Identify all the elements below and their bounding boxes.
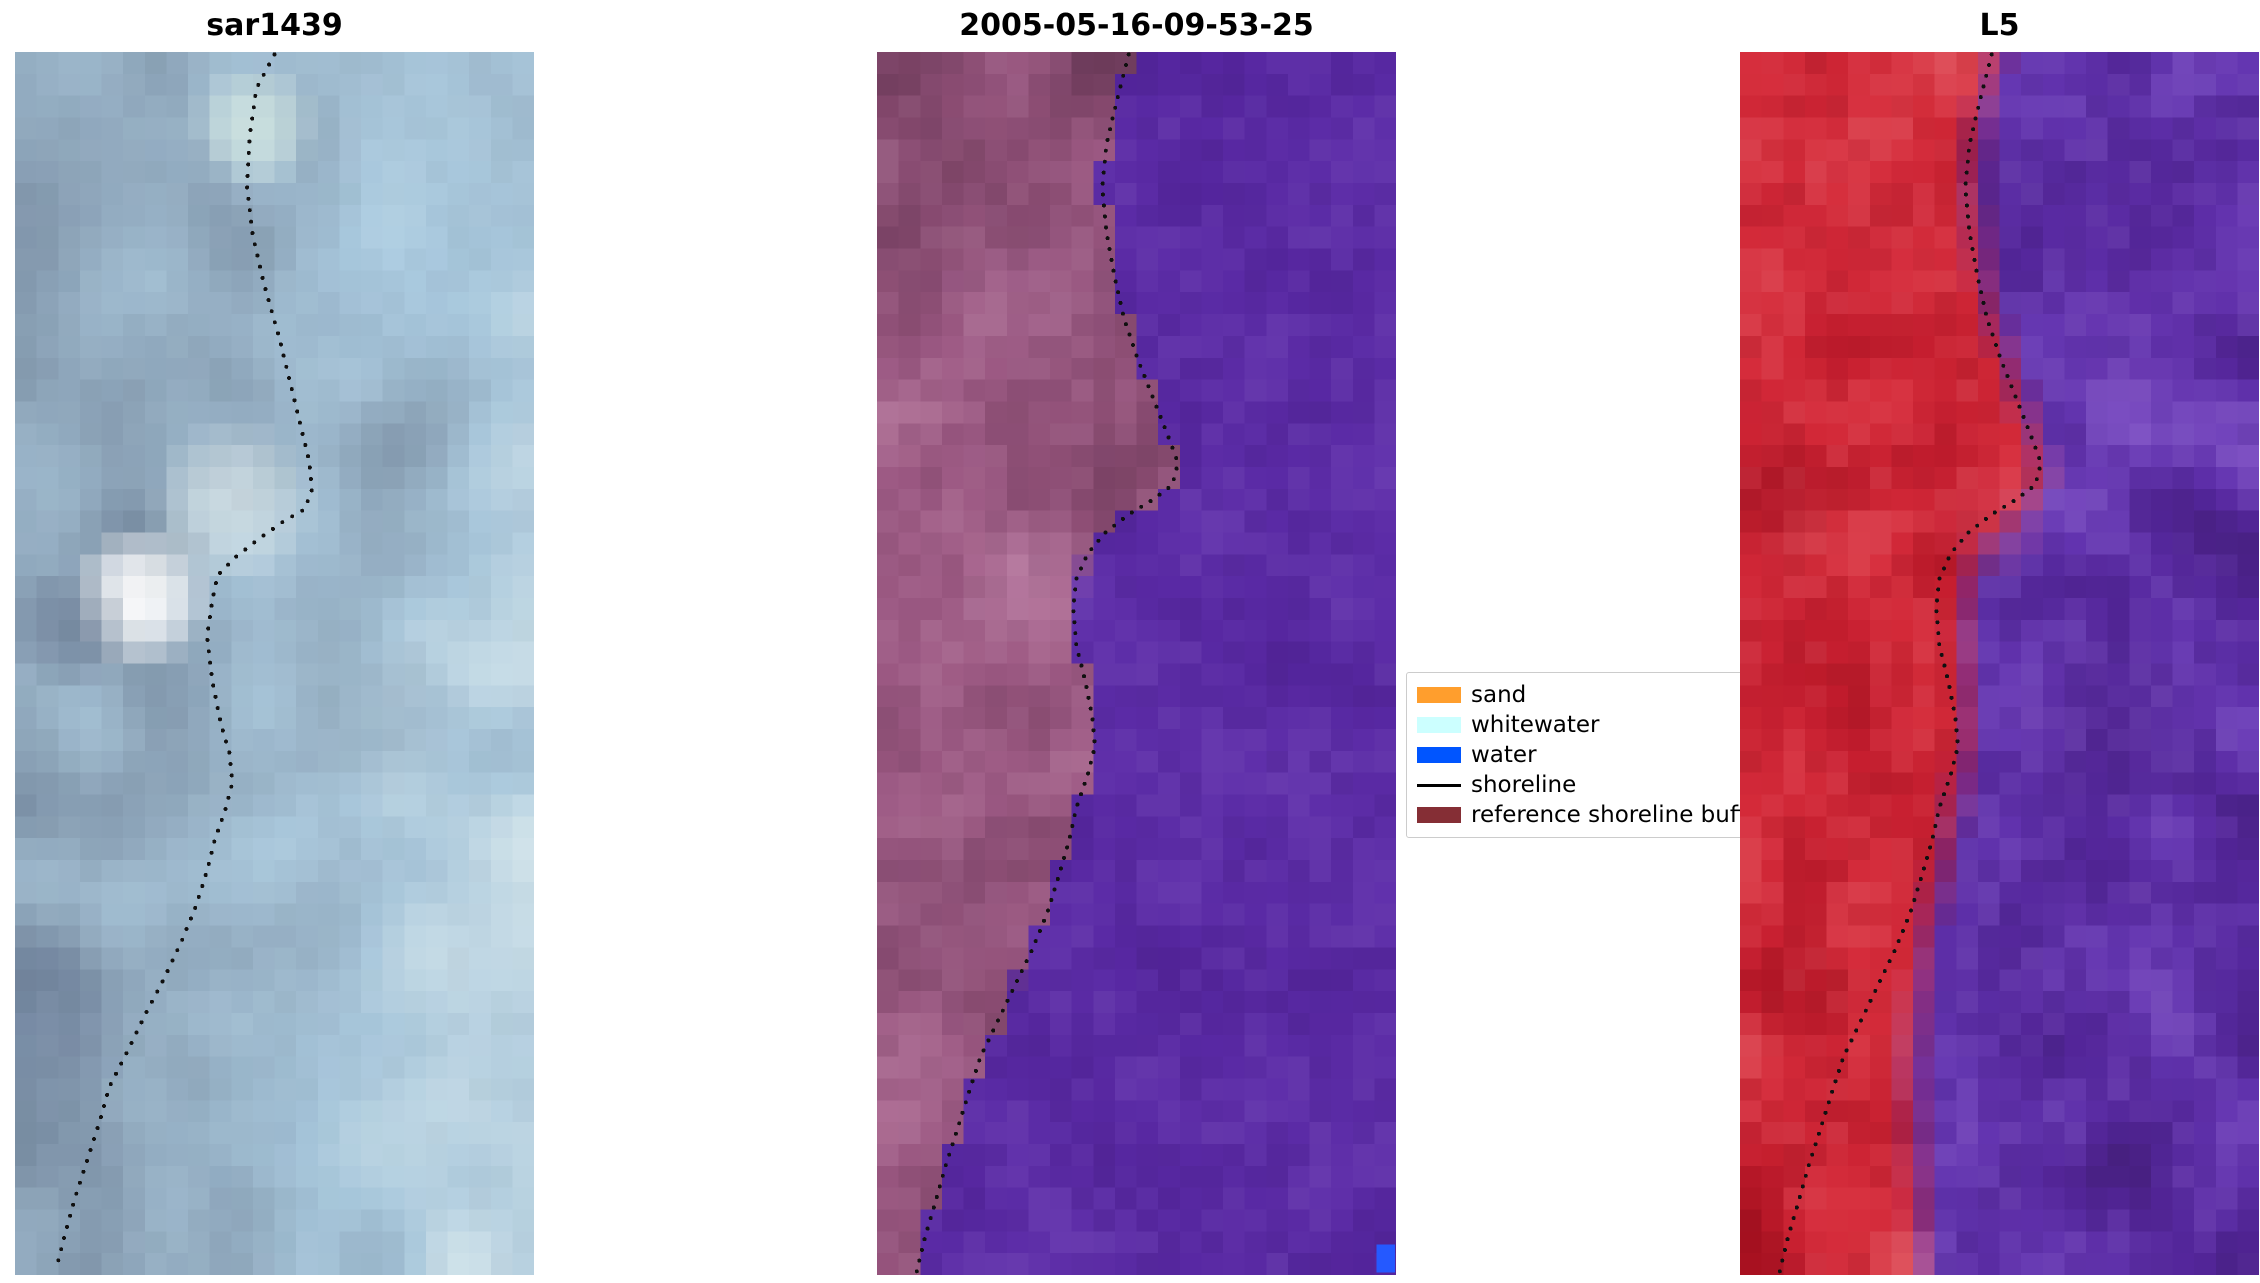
panel-classified-2005-05-16: 2005-05-16-09-53-25	[877, 8, 1396, 1275]
panel-title-l5: L5	[1979, 8, 2020, 43]
legend-item-whitewater: whitewater	[1417, 710, 1765, 740]
legend-line-swatch	[1417, 783, 1461, 787]
panel-image-sar1439	[15, 52, 534, 1275]
legend-label: water	[1471, 742, 1537, 768]
legend-label: reference shoreline buffer	[1471, 802, 1770, 828]
panel-sar1439: sar1439	[15, 8, 534, 1275]
legend-item-shoreline: shoreline	[1417, 770, 1765, 800]
legend-item-reference-shoreline-buffer: reference shoreline buffer	[1417, 800, 1769, 830]
panel-title-classified: 2005-05-16-09-53-25	[959, 8, 1314, 43]
legend-color-swatch	[1417, 747, 1461, 763]
legend-label: shoreline	[1471, 772, 1577, 798]
legend-color-swatch	[1417, 687, 1461, 703]
panel-l5: L5	[1740, 8, 2259, 1275]
legend-label: whitewater	[1471, 712, 1600, 738]
panel-image-l5	[1740, 52, 2259, 1275]
legend-item-sand: sand	[1417, 680, 1765, 710]
panel-title-sar1439: sar1439	[206, 8, 343, 43]
legend-color-swatch	[1417, 807, 1461, 823]
legend-color-swatch	[1417, 717, 1461, 733]
legend-item-water: water	[1417, 740, 1765, 770]
legend: sand whitewater water shoreline reference sh…	[1406, 672, 1769, 838]
panel-image-classified	[877, 52, 1396, 1275]
legend-label: sand	[1471, 682, 1527, 708]
